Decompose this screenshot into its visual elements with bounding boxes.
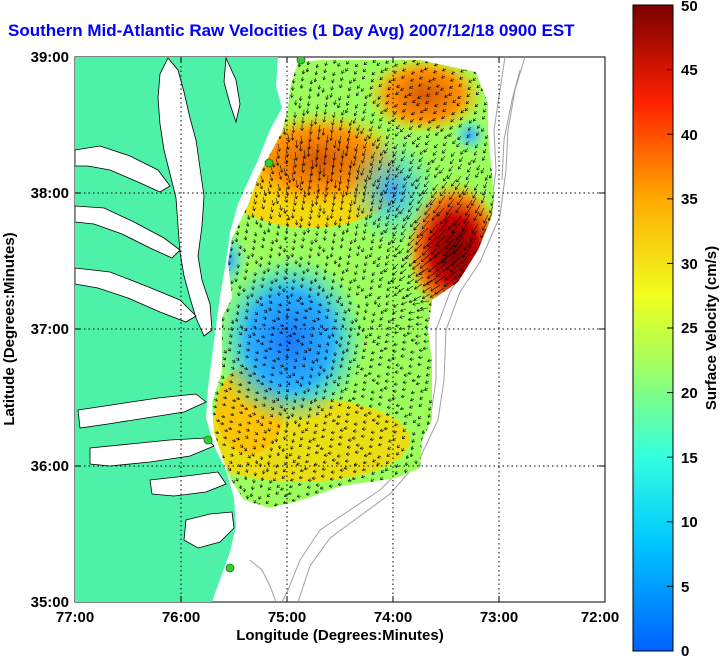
colorbar-tick-label: 10	[681, 514, 698, 531]
map-grid	[75, 57, 605, 602]
radar-station-marker	[296, 57, 306, 65]
y-tick-label: 39:00	[31, 49, 69, 66]
y-tick-label: 36:00	[31, 458, 69, 475]
colorbar-tick-label: 25	[681, 320, 698, 337]
x-tick-label: 75:00	[268, 609, 306, 626]
radar-station-marker	[264, 158, 274, 168]
y-axis-label: Latitude (Degrees:Minutes)	[1, 232, 18, 425]
colorbar-tick-marks	[667, 4, 673, 587]
colorbar-label: Surface Velocity (cm/s)	[703, 246, 720, 410]
radar-station-marker	[203, 435, 213, 445]
chesapeake-bay	[75, 57, 241, 549]
x-tick-label: 72:00	[581, 609, 619, 626]
colorbar-tick-label: 30	[681, 256, 698, 273]
y-tick-label: 38:00	[31, 185, 69, 202]
axis-tick-marks	[75, 57, 605, 602]
x-tick-label: 77:00	[56, 609, 94, 626]
velocity-field	[212, 60, 494, 508]
colorbar-tick-label: 40	[681, 127, 698, 144]
colorbar-tick-label: 15	[681, 450, 698, 467]
x-tick-label: 74:00	[374, 609, 412, 626]
radar-stations	[203, 57, 306, 573]
colorbar-tick-label: 0	[681, 643, 689, 659]
x-tick-label: 73:00	[480, 609, 518, 626]
colorbar	[632, 4, 674, 652]
x-axis-label: Longitude (Degrees:Minutes)	[236, 627, 444, 644]
map-title: Southern Mid-Atlantic Raw Velocities (1 …	[8, 21, 575, 40]
radar-station-marker	[225, 563, 235, 573]
colorbar-tick-label: 20	[681, 385, 698, 402]
y-tick-label: 35:00	[31, 594, 69, 611]
colorbar-tick-label: 5	[681, 579, 689, 596]
colorbar-tick-label: 50	[681, 0, 698, 15]
x-tick-label: 76:00	[162, 609, 200, 626]
colorbar-tick-label: 35	[681, 191, 698, 208]
colorbar-tick-label: 45	[681, 62, 698, 79]
bathymetry-contours	[249, 57, 526, 602]
y-tick-label: 37:00	[31, 321, 69, 338]
